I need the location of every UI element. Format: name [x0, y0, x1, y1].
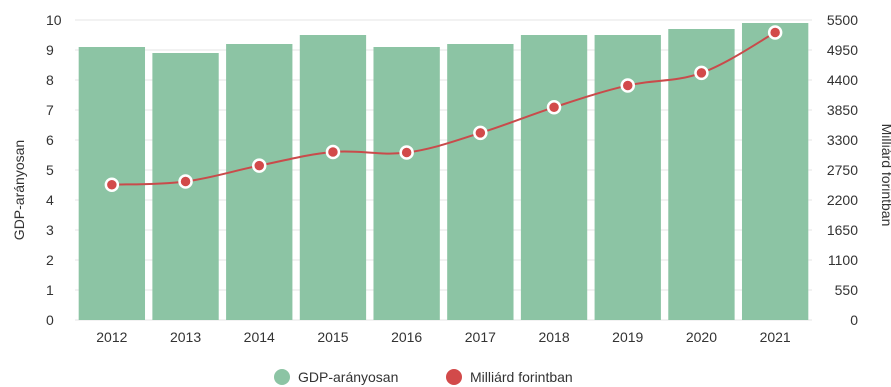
point-2021: [767, 25, 783, 40]
x-axis-ticks: 2012 2013 2014 2015 2016 2017 2018 2019 2020 2021: [96, 329, 791, 345]
left-tick-label: 9: [46, 42, 54, 58]
left-tick-label: 10: [46, 12, 62, 28]
right-tick-label: 2200: [827, 192, 858, 208]
point-2016: [399, 145, 414, 160]
line-series: [111, 31, 776, 186]
right-tick-label: 4400: [827, 72, 858, 88]
bar-2018: [520, 35, 588, 320]
bar-2016: [373, 47, 440, 320]
right-tick-label: 5500: [827, 12, 858, 28]
legend: GDP-arányosan Milliárd forintban: [274, 369, 573, 385]
right-tick-label: 3300: [827, 132, 858, 148]
legend-label-bar: GDP-arányosan: [298, 369, 398, 385]
left-tick-label: 5: [46, 162, 54, 178]
left-tick-label: 6: [46, 132, 54, 148]
point-2018: [546, 100, 562, 115]
right-tick-label: 1100: [828, 252, 858, 268]
point-2017: [473, 125, 488, 141]
x-tick-label: 2012: [96, 329, 127, 345]
right-axis-ticks: 0 550 1100 1650 2200 2750 3300 3850 4400 4950 5500: [827, 12, 858, 328]
x-tick-label: 2018: [538, 329, 569, 345]
left-tick-label: 3: [46, 222, 54, 238]
x-tick-label: 2015: [317, 329, 348, 345]
x-tick-label: 2021: [760, 329, 791, 345]
left-axis-ticks: 0 1 2 3 4 5 6 7 8 9 10: [46, 12, 62, 328]
x-tick-label: 2016: [391, 329, 422, 345]
legend-label-line: Milliárd forintban: [470, 369, 573, 385]
line-points: [104, 25, 783, 192]
point-2019: [620, 78, 635, 93]
right-tick-label: 1650: [827, 222, 858, 238]
left-tick-label: 7: [46, 102, 54, 118]
left-tick-label: 4: [46, 192, 54, 208]
right-tick-label: 3850: [827, 102, 858, 118]
right-axis-title: Milliárd forintban: [879, 124, 891, 227]
point-2015: [325, 144, 341, 160]
bar-2019: [594, 35, 661, 320]
legend-marker-line: [446, 369, 462, 385]
point-2020: [694, 65, 709, 81]
line-path: [111, 31, 776, 186]
left-tick-label: 2: [46, 252, 54, 268]
right-tick-label: 550: [835, 282, 859, 298]
right-tick-label: 2750: [827, 162, 858, 178]
x-tick-label: 2019: [612, 329, 643, 345]
bar-2021: [741, 23, 809, 320]
right-tick-label: 0: [850, 312, 858, 328]
point-2012: [104, 177, 120, 192]
point-2014: [252, 158, 267, 173]
right-tick-label: 4950: [827, 42, 858, 58]
legend-marker-bar: [274, 369, 290, 385]
x-tick-label: 2017: [465, 329, 496, 345]
bar-2014: [226, 44, 293, 320]
point-2013: [178, 174, 193, 189]
left-tick-label: 0: [46, 312, 54, 328]
x-tick-label: 2014: [244, 329, 275, 345]
bar-2015: [299, 35, 367, 320]
left-tick-label: 1: [46, 282, 54, 298]
bar-2017: [447, 44, 514, 320]
x-tick-label: 2013: [170, 329, 201, 345]
left-axis-title: GDP-arányosan: [11, 140, 27, 240]
x-tick-label: 2020: [686, 329, 717, 345]
left-tick-label: 8: [46, 72, 54, 88]
